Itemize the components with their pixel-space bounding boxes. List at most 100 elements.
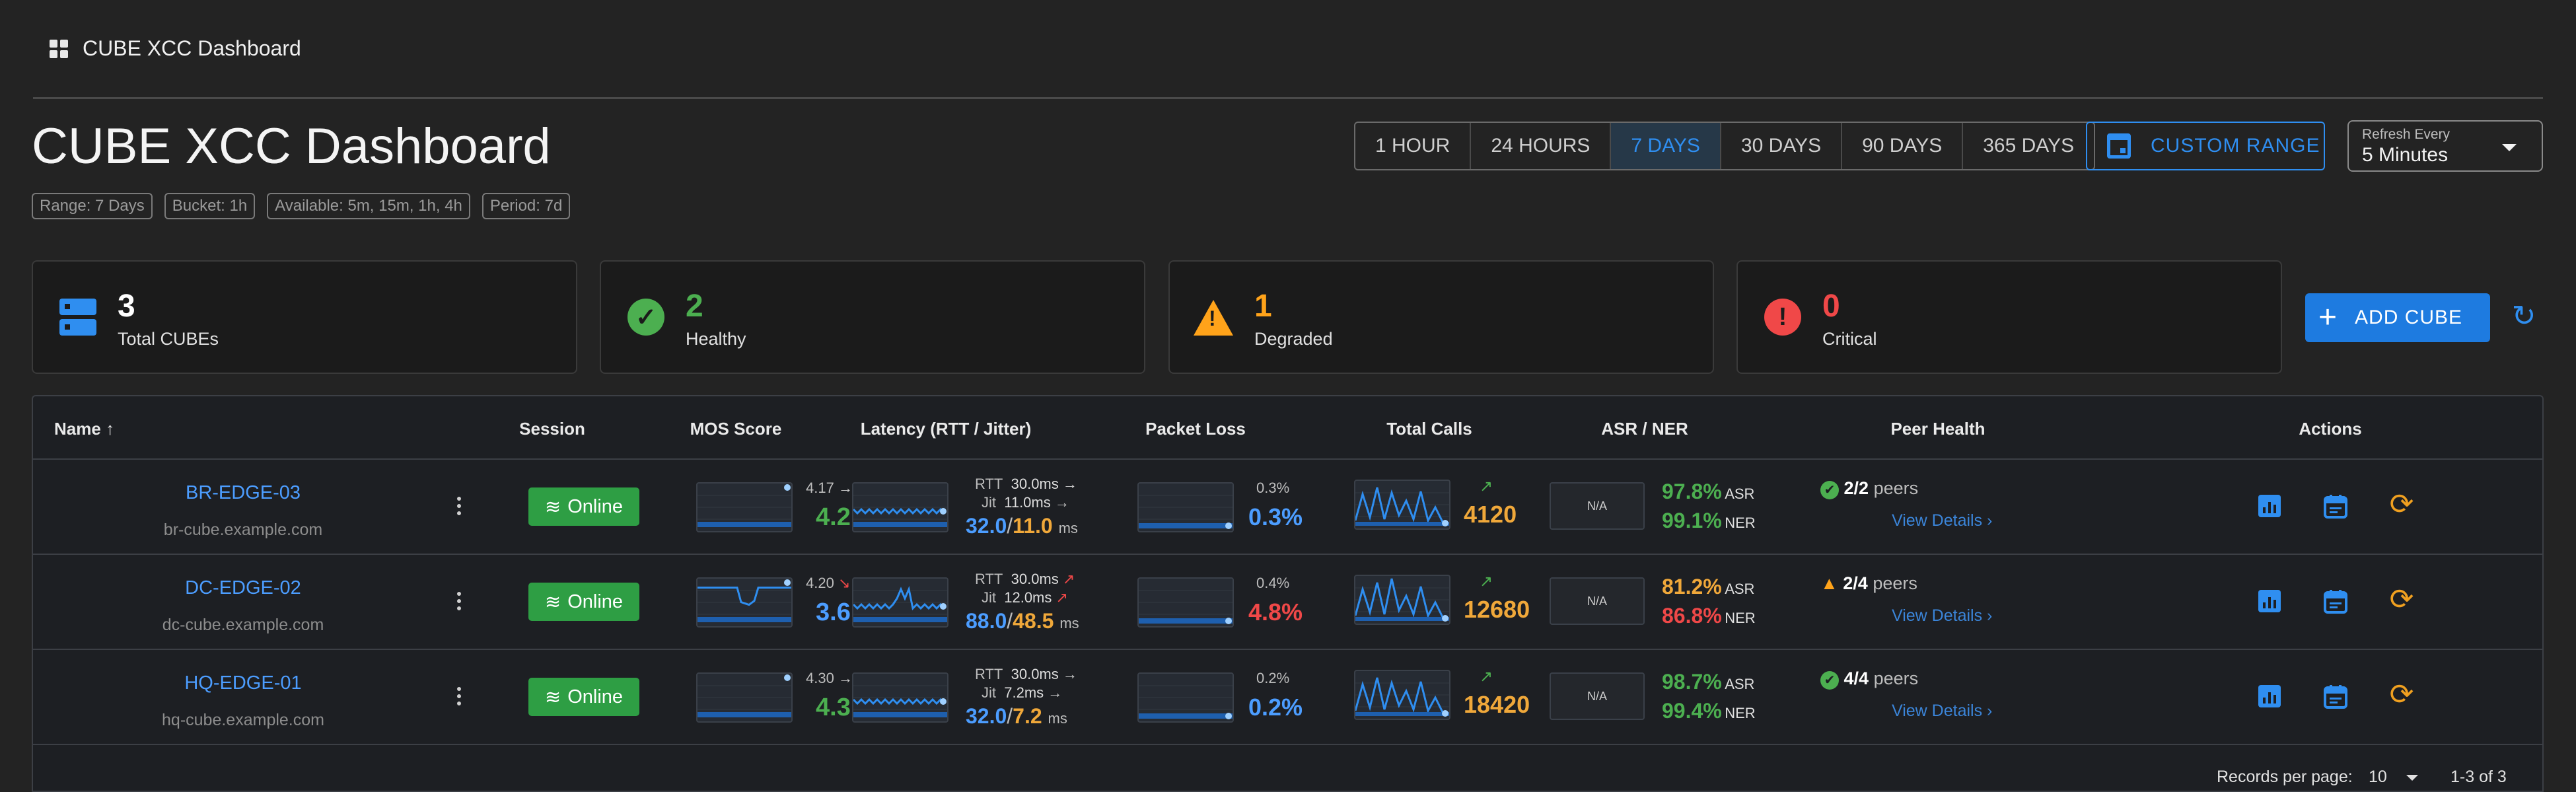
records-per-page-label: Records per page: <box>2217 768 2353 786</box>
analytics-icon[interactable] <box>2256 493 2283 519</box>
check-circle-icon: ✔ <box>1820 671 1839 690</box>
rtt-reading: RTT 30.0ms → <box>975 476 1077 492</box>
sync-icon[interactable]: ⟳ <box>2389 488 2414 521</box>
refresh-icon[interactable]: ↻ <box>2511 300 2536 332</box>
packet-loss-sparkline <box>1137 482 1234 532</box>
breadcrumb[interactable]: CUBE XCC Dashboard <box>83 36 301 60</box>
mos-previous: 4.17 → <box>806 480 853 496</box>
asr-ner-sparkline-placeholder: N/A <box>1550 482 1645 530</box>
view-details-link[interactable]: View Details › <box>1892 606 1993 625</box>
warning-mark: ! <box>1209 306 1216 330</box>
packet-loss-previous: 0.2% <box>1256 670 1290 686</box>
header-session: Session <box>519 419 585 439</box>
records-per-page-select[interactable]: 10 <box>2369 768 2418 787</box>
asr-value: 97.8% ASR <box>1662 480 1755 503</box>
session-status-badge: ≋ Online <box>528 487 639 526</box>
asr-ner-sparkline-placeholder: N/A <box>1550 672 1645 720</box>
latency-sparkline <box>852 482 948 532</box>
info-chips: Range: 7 Days Bucket: 1h Available: 5m, … <box>32 193 571 219</box>
total-calls-value: 12680 <box>1464 596 1530 623</box>
jitter-trend-icon: → <box>1054 494 1069 511</box>
more-vert-icon[interactable] <box>457 497 462 515</box>
critical-count: 0 <box>1822 289 1840 324</box>
range-chip: Range: 7 Days <box>32 193 153 219</box>
calendar-icon[interactable] <box>2322 683 2349 709</box>
latency-sparkline <box>852 672 948 723</box>
calendar-icon <box>2107 133 2131 159</box>
cube-hostname: br-cube.example.com <box>163 521 323 539</box>
page-title: CUBE XCC Dashboard <box>32 118 551 174</box>
packet-loss-previous: 0.4% <box>1256 575 1290 591</box>
range-24-hours[interactable]: 24 HOURS <box>1471 123 1612 169</box>
total-calls-sparkline <box>1354 670 1450 720</box>
mos-sparkline <box>696 577 793 628</box>
total-cubes-label: Total CUBEs <box>118 329 219 349</box>
calls-trend-icon: ↗ <box>1480 573 1493 591</box>
refresh-label: Refresh Every <box>2362 127 2451 142</box>
more-vert-icon[interactable] <box>457 592 462 610</box>
range-30-days[interactable]: 30 DAYS <box>1721 123 1843 169</box>
header-name[interactable]: Name ↑ <box>54 419 115 439</box>
header-peer-health: Peer Health <box>1890 419 1986 439</box>
refresh-interval-select[interactable]: Refresh Every 5 Minutes <box>2347 120 2543 172</box>
range-90-days[interactable]: 90 DAYS <box>1842 123 1964 169</box>
range-1-hour[interactable]: 1 HOUR <box>1355 123 1472 169</box>
jitter-trend-icon: → <box>1048 684 1063 701</box>
stat-card-degraded: ! 1 Degraded <box>1168 260 1714 374</box>
mos-score-value: 3.6 <box>816 598 851 626</box>
add-cube-button[interactable]: + ADD CUBE <box>2305 293 2490 342</box>
session-status-badge: ≋ Online <box>528 678 639 716</box>
asr-value: 81.2% ASR <box>1662 575 1755 598</box>
calendar-icon[interactable] <box>2322 493 2349 519</box>
cube-name-link[interactable]: HQ-EDGE-01 <box>184 672 302 694</box>
server-icon <box>59 299 96 336</box>
total-calls-value: 4120 <box>1464 501 1517 528</box>
range-7-days[interactable]: 7 DAYS <box>1611 123 1721 169</box>
analytics-icon[interactable] <box>2256 588 2283 614</box>
critical-label: Critical <box>1822 329 1877 349</box>
peer-health-summary: ✔ 4/4 peers <box>1820 668 1918 690</box>
mos-sparkline <box>696 653 793 723</box>
packet-loss-value: 0.3% <box>1248 503 1303 530</box>
asr-value: 98.7% ASR <box>1662 670 1755 694</box>
table-row-br-edge-03: BR-EDGE-03 br-cube.example.com ≋ Online 4… <box>33 460 2542 555</box>
packet-loss-previous: 0.3% <box>1256 480 1290 496</box>
mos-score-value: 4.2 <box>816 503 851 531</box>
degraded-label: Degraded <box>1254 329 1333 349</box>
healthy-label: Healthy <box>686 329 746 349</box>
rtt-reading: RTT 30.0ms → <box>975 666 1077 682</box>
ner-value: 99.4% NER <box>1662 699 1756 723</box>
analytics-icon[interactable] <box>2256 683 2283 709</box>
latency-summary: 32.0/7.2 ms <box>966 704 1067 728</box>
latency-summary: 88.0/48.5 ms <box>966 609 1079 633</box>
view-details-link[interactable]: View Details › <box>1892 511 1993 530</box>
jitter-reading: Jit 7.2ms → <box>982 684 1063 701</box>
rtt-trend-icon: → <box>1062 666 1077 682</box>
calendar-icon[interactable] <box>2322 588 2349 614</box>
check-circle-icon: ✔ <box>1820 481 1839 499</box>
custom-range-button[interactable]: CUSTOM RANGE <box>2086 122 2325 170</box>
sync-icon[interactable]: ⟳ <box>2389 678 2414 711</box>
chevron-down-icon <box>2502 144 2517 151</box>
cube-hostname: dc-cube.example.com <box>162 616 324 634</box>
stat-card-healthy: ✓ 2 Healthy <box>600 260 1145 374</box>
cube-name-link[interactable]: DC-EDGE-02 <box>185 577 301 598</box>
sync-icon[interactable]: ⟳ <box>2389 583 2414 616</box>
wifi-icon: ≋ <box>544 496 561 518</box>
top-bar: CUBE XCC Dashboard <box>33 0 2543 99</box>
latency-sparkline <box>852 577 948 628</box>
calls-trend-icon: ↗ <box>1480 478 1493 495</box>
jitter-reading: Jit 12.0ms ↗ <box>982 589 1068 606</box>
mos-trend-icon: ↘ <box>838 575 851 591</box>
period-chip: Period: 7d <box>482 193 571 219</box>
rtt-reading: RTT 30.0ms ↗ <box>975 571 1075 587</box>
view-details-link[interactable]: View Details › <box>1892 702 1993 720</box>
cube-name-link[interactable]: BR-EDGE-03 <box>185 482 301 503</box>
packet-loss-sparkline <box>1137 672 1234 723</box>
mos-trend-icon: → <box>838 480 853 496</box>
time-range-toggle: 1 HOUR 24 HOURS 7 DAYS 30 DAYS 90 DAYS 3… <box>1354 122 2096 170</box>
jitter-reading: Jit 11.0ms → <box>982 494 1069 511</box>
more-vert-icon[interactable] <box>457 687 462 705</box>
range-365-days[interactable]: 365 DAYS <box>1983 135 2075 157</box>
mos-trend-icon: → <box>838 670 853 686</box>
